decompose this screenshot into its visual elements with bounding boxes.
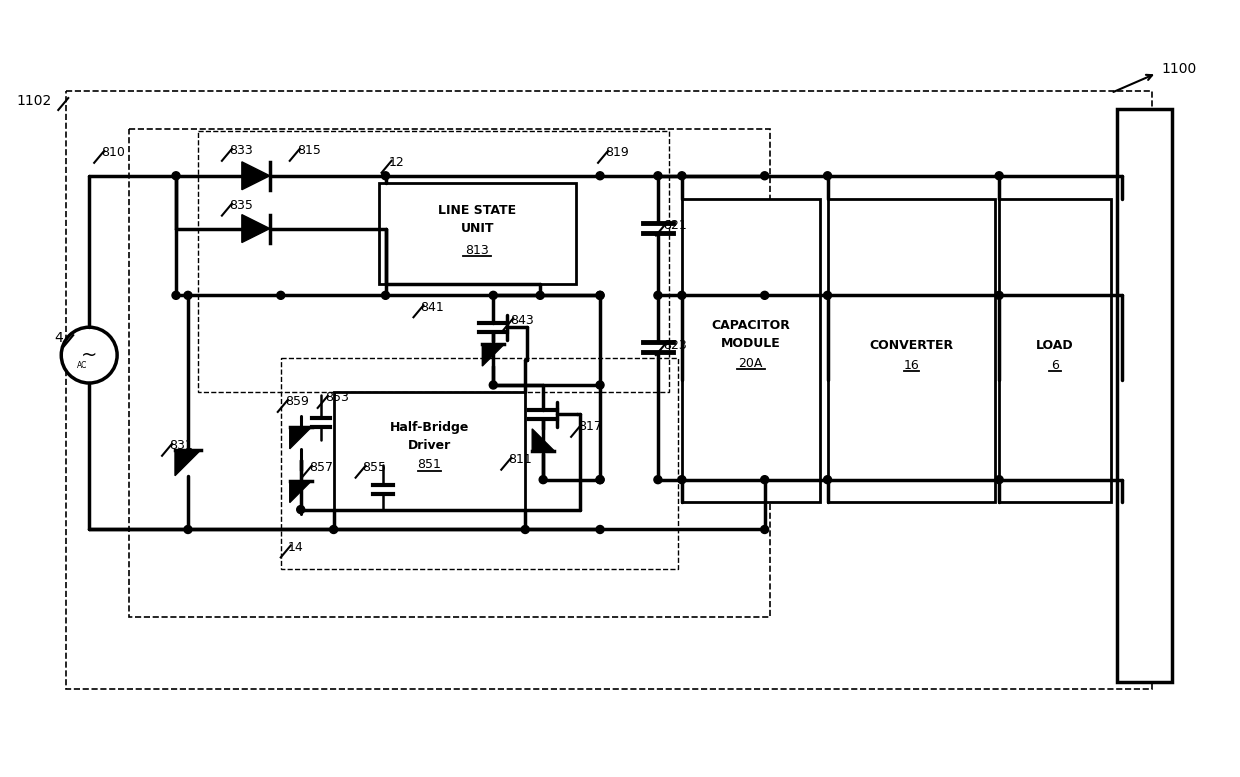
Text: Half-Bridge: Half-Bridge [389, 421, 469, 434]
Circle shape [653, 291, 662, 299]
Circle shape [61, 327, 117, 383]
Polygon shape [290, 427, 311, 449]
Bar [999, 199, 1111, 502]
Text: 811: 811 [508, 453, 532, 466]
Text: 20A: 20A [739, 357, 763, 370]
Text: 815: 815 [296, 145, 321, 158]
Circle shape [760, 291, 769, 299]
Circle shape [296, 506, 305, 514]
Text: MODULE: MODULE [720, 336, 781, 350]
Circle shape [330, 525, 337, 534]
Text: 12: 12 [388, 156, 404, 169]
Text: 819: 819 [605, 146, 629, 159]
Text: 1102: 1102 [16, 94, 51, 108]
Text: CONVERTER: CONVERTER [869, 339, 954, 352]
Circle shape [823, 291, 832, 299]
Circle shape [521, 525, 529, 534]
Circle shape [596, 525, 604, 534]
Circle shape [596, 291, 604, 299]
Text: 857: 857 [309, 462, 332, 474]
Circle shape [678, 476, 686, 483]
Text: Driver: Driver [408, 439, 451, 452]
Text: 821: 821 [663, 219, 687, 232]
Text: UNIT: UNIT [460, 222, 494, 235]
Text: 810: 810 [102, 146, 125, 159]
Circle shape [996, 291, 1003, 299]
Bar [378, 183, 577, 284]
Polygon shape [175, 450, 201, 476]
Text: AC: AC [77, 361, 87, 370]
Text: LOAD: LOAD [1037, 339, 1074, 352]
Circle shape [596, 476, 604, 483]
Circle shape [596, 476, 604, 483]
Bar [280, 358, 678, 570]
Circle shape [653, 172, 662, 179]
Circle shape [596, 291, 604, 299]
Text: 835: 835 [229, 199, 253, 212]
Polygon shape [482, 344, 505, 366]
Bar [66, 91, 1152, 689]
Text: 14: 14 [288, 541, 304, 554]
Circle shape [678, 291, 686, 299]
Text: CAPACITOR: CAPACITOR [712, 319, 790, 332]
Circle shape [823, 476, 832, 483]
Text: 813: 813 [465, 244, 490, 257]
Bar [334, 392, 526, 510]
Text: 1100: 1100 [1162, 62, 1197, 76]
Bar [827, 199, 996, 502]
Bar [1117, 109, 1172, 682]
Polygon shape [242, 214, 270, 242]
Circle shape [490, 291, 497, 299]
Text: 851: 851 [418, 458, 441, 471]
Text: 853: 853 [325, 392, 348, 405]
Circle shape [184, 291, 192, 299]
Text: 6: 6 [1052, 358, 1059, 371]
Text: ~: ~ [81, 346, 98, 364]
Circle shape [823, 172, 832, 179]
Circle shape [539, 476, 547, 483]
Polygon shape [532, 429, 554, 451]
Bar [198, 131, 668, 392]
Circle shape [172, 172, 180, 179]
Circle shape [382, 172, 389, 179]
Circle shape [760, 525, 769, 534]
Text: 855: 855 [362, 462, 387, 474]
Text: 841: 841 [420, 301, 444, 314]
Circle shape [996, 476, 1003, 483]
Text: 823: 823 [663, 339, 687, 352]
Text: 831: 831 [169, 439, 192, 452]
Text: 817: 817 [578, 420, 601, 434]
Circle shape [184, 525, 192, 534]
Text: 833: 833 [229, 145, 253, 158]
Circle shape [490, 381, 497, 389]
Bar [129, 129, 770, 617]
Circle shape [596, 381, 604, 389]
Text: 16: 16 [904, 358, 919, 371]
Circle shape [172, 291, 180, 299]
Circle shape [596, 172, 604, 179]
Circle shape [760, 476, 769, 483]
Text: LINE STATE: LINE STATE [438, 204, 516, 217]
Circle shape [536, 291, 544, 299]
Circle shape [760, 172, 769, 179]
Polygon shape [290, 481, 311, 503]
Text: 4: 4 [55, 331, 63, 345]
Circle shape [996, 172, 1003, 179]
Circle shape [382, 291, 389, 299]
Circle shape [678, 172, 686, 179]
Text: 859: 859 [285, 395, 309, 409]
Polygon shape [242, 162, 270, 190]
Circle shape [653, 476, 662, 483]
Text: 843: 843 [510, 314, 534, 327]
Circle shape [277, 291, 285, 299]
Bar [682, 199, 820, 502]
